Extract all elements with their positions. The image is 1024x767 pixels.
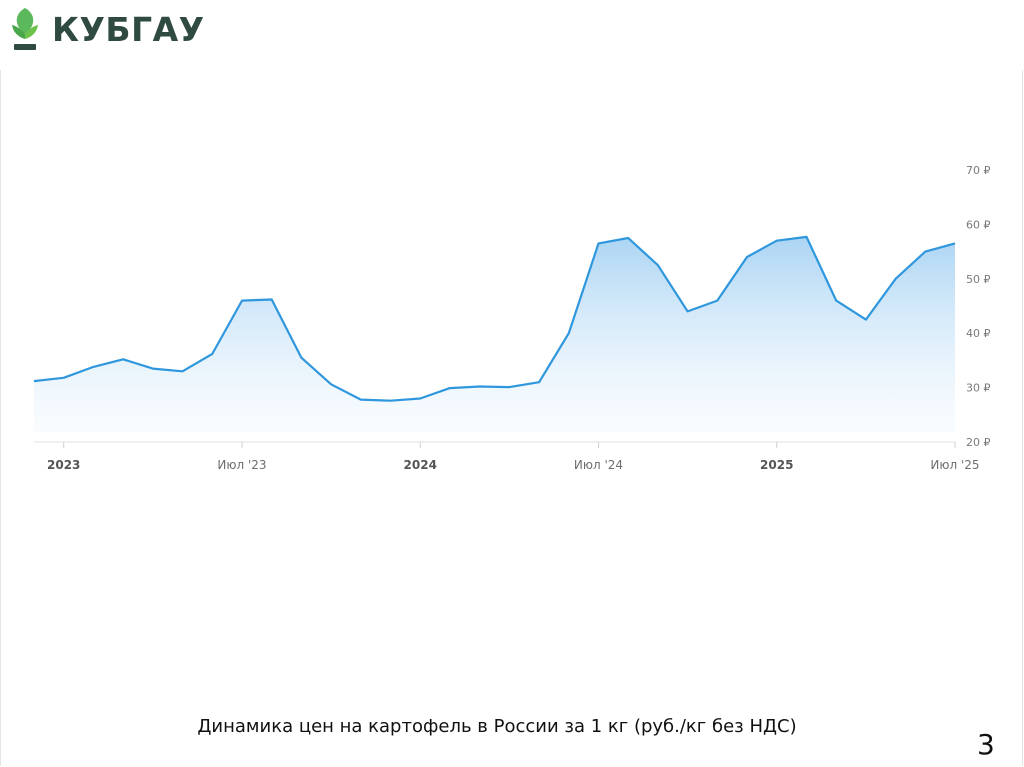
x-tick-label: Июл '24 (574, 458, 623, 472)
x-tick-label: 2023 (47, 458, 80, 472)
page-number: 3 (977, 728, 995, 761)
chart-caption: Динамика цен на картофель в России за 1 … (197, 716, 797, 737)
wheat-leaf-icon (12, 8, 38, 50)
y-tick-label: 30 ₽ (966, 382, 991, 395)
y-tick-label: 60 ₽ (966, 218, 991, 231)
y-tick-label: 40 ₽ (966, 327, 991, 340)
price-chart: 70 ₽ 60 ₽ 50 ₽ 40 ₽ 30 ₽ 20 ₽ 2023 Июл '23 2024 И… (33, 164, 991, 472)
series-area (34, 236, 955, 432)
x-tick-label: 2024 (404, 458, 437, 472)
x-tick-label: Июл '25 (930, 458, 979, 472)
logo-text: КУБГАУ (52, 9, 205, 49)
slide-frame (0, 70, 1023, 766)
y-tick-label: 70 ₽ (966, 164, 991, 177)
logo: КУБГАУ (10, 6, 205, 52)
y-tick-label: 50 ₽ (966, 273, 991, 286)
series-points (33, 236, 956, 401)
x-tick-label: Июл '23 (217, 458, 266, 472)
series-line (33, 235, 956, 402)
x-tick-label: 2025 (760, 458, 793, 472)
y-tick-label: 20 ₽ (966, 436, 991, 449)
